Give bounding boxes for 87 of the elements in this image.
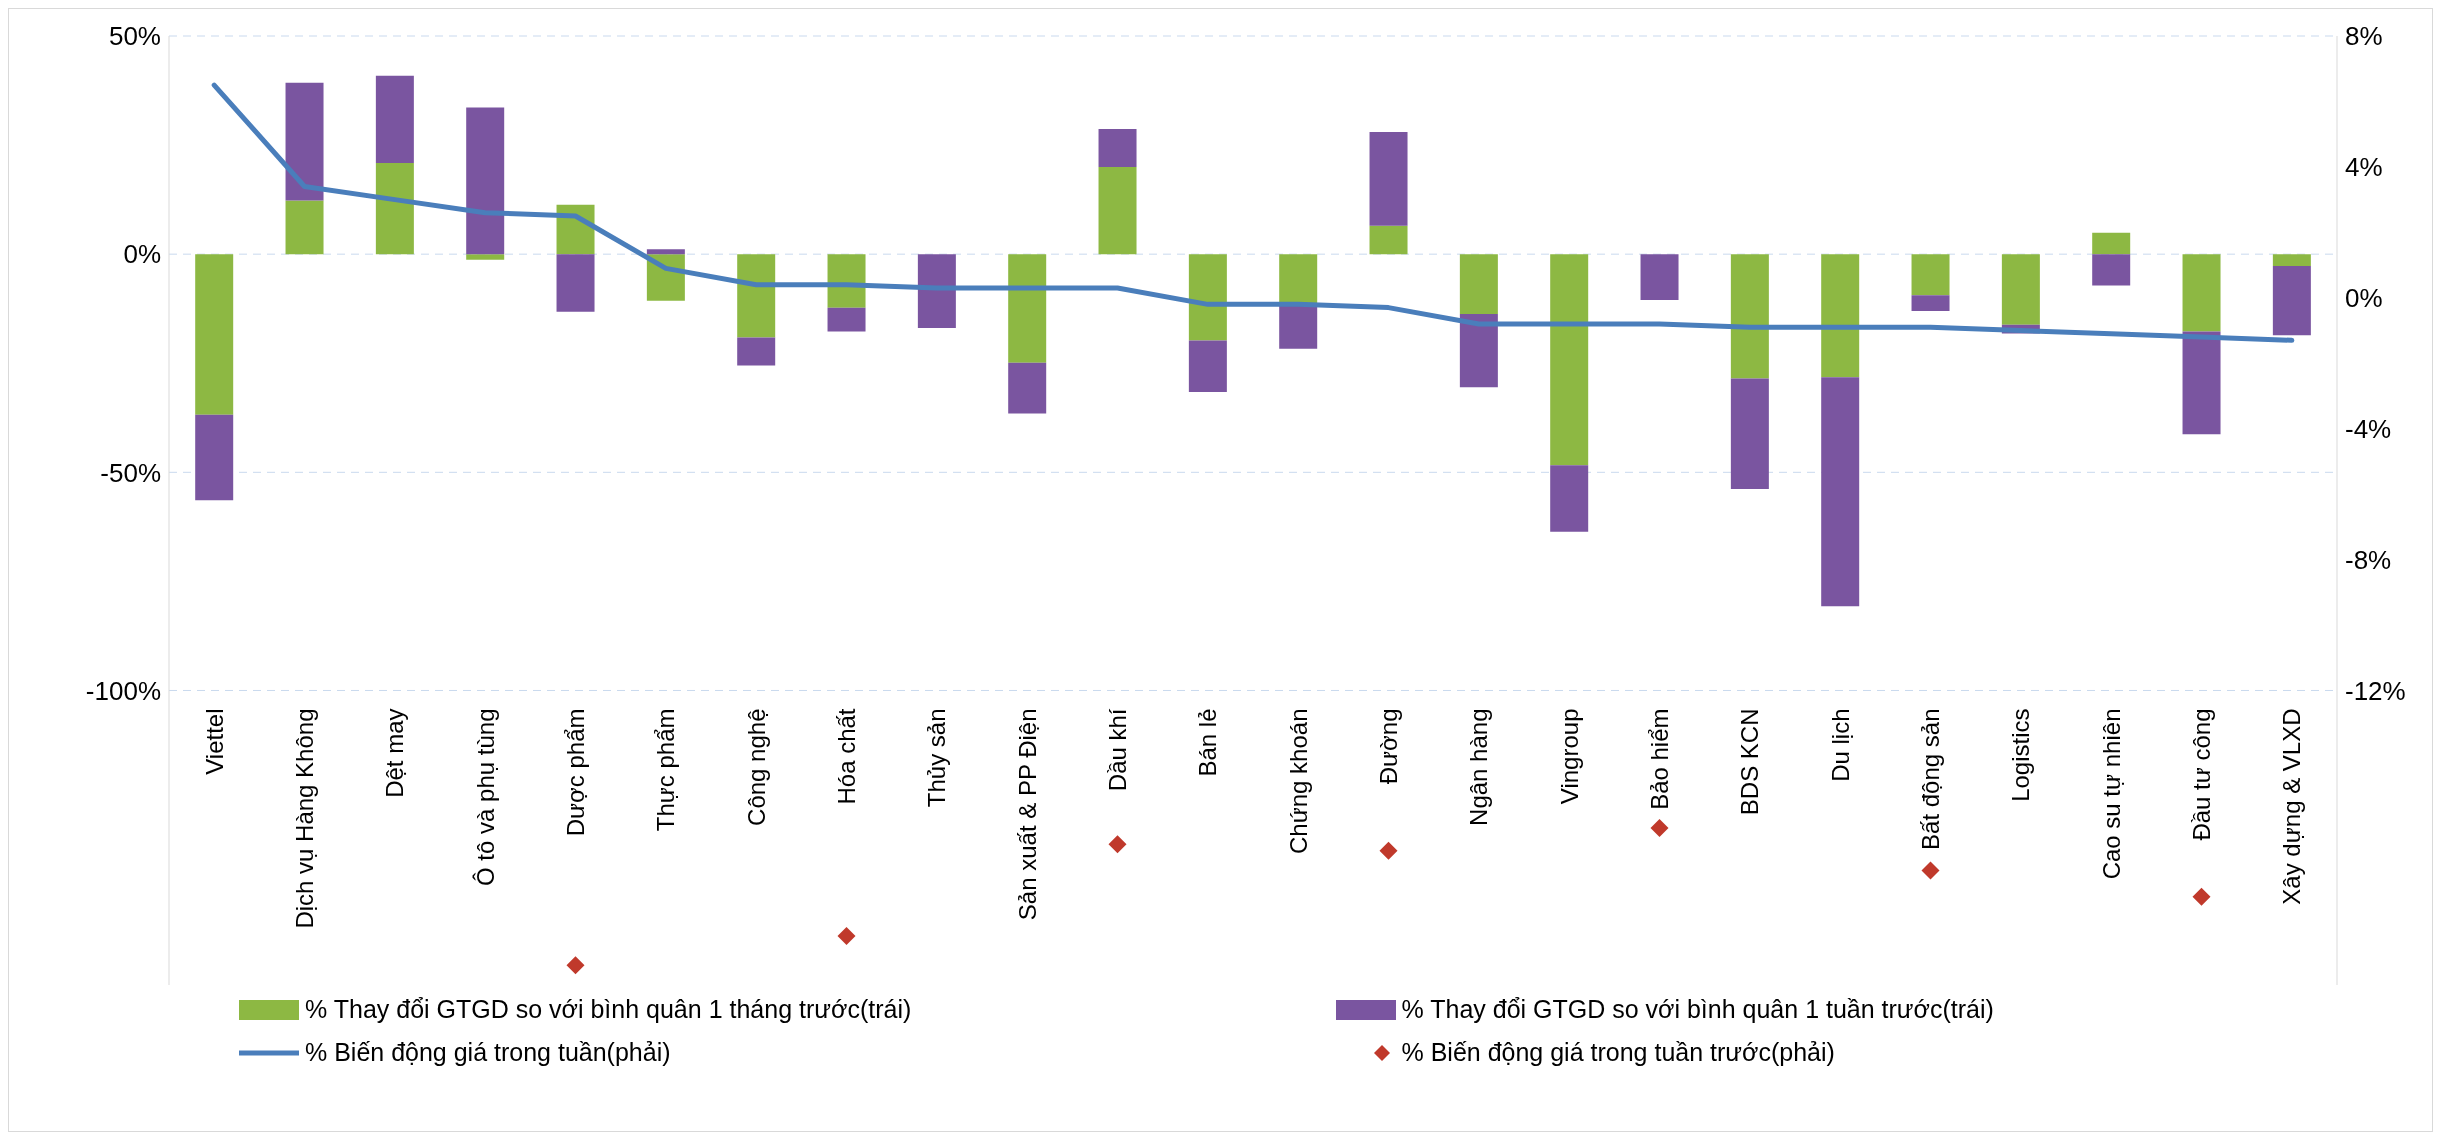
bar [1369, 131, 1408, 226]
bar [466, 107, 505, 255]
bar [1279, 254, 1318, 304]
bar [1821, 254, 1860, 378]
bar [2001, 254, 2040, 325]
bar [1459, 254, 1498, 314]
bar [2092, 232, 2131, 255]
bar [1730, 254, 1769, 379]
x-tick-label: Thực phẩm [652, 708, 680, 832]
legend-label: % Biến động giá trong tuần(phải) [305, 1038, 671, 1067]
bar [285, 200, 324, 255]
bar [827, 307, 866, 332]
x-tick-label: Dịch vụ Hàng Không [291, 708, 318, 929]
legend-label: % Biến động giá trong tuần trước(phải) [1401, 1038, 1835, 1067]
point [837, 926, 856, 945]
bar [2272, 265, 2311, 336]
bar [375, 162, 414, 255]
x-tick-label: BDS KCN [1736, 708, 1764, 816]
bar [195, 414, 234, 501]
bar [466, 254, 505, 260]
bar [1911, 254, 1950, 296]
legend-label: % Thay đổi GTGD so với bình quân 1 tuần trước(trái) [1401, 995, 1994, 1024]
x-tick-label: Hóa chất [833, 708, 860, 805]
point [1921, 861, 1940, 880]
x-tick-label: Bất động sản [1917, 708, 1944, 850]
bar [1550, 254, 1589, 466]
x-tick-label: Chứng khoán [1284, 708, 1312, 854]
bar [1008, 362, 1047, 414]
bar [2182, 254, 2221, 332]
y2-tick-label: 8% [2345, 21, 2383, 52]
bar [646, 249, 685, 255]
legend-label: % Thay đổi GTGD so với bình quân 1 tháng trước(trái) [305, 995, 912, 1024]
bar [195, 254, 234, 415]
point [1108, 835, 1127, 854]
x-tick-label: Ngân hàng [1465, 708, 1493, 826]
bar [1369, 225, 1408, 255]
x-tick-label: Logistics [2007, 708, 2035, 802]
bar [1008, 254, 1047, 363]
bar [2272, 254, 2311, 266]
y-tick-label: 50% [108, 21, 161, 52]
bar [1730, 378, 1769, 489]
x-tick-label: Dầu khí [1104, 708, 1131, 792]
bar [1188, 254, 1227, 341]
x-tick-label: Xây dựng & VLXD [2278, 708, 2306, 905]
x-tick-label: Du lịch [1826, 708, 1854, 782]
y2-tick-label: -8% [2345, 544, 2392, 575]
bar [1459, 313, 1498, 388]
point [566, 956, 585, 975]
bar [1188, 340, 1227, 393]
y-tick-label: -50% [100, 457, 161, 488]
bar [375, 75, 414, 163]
bar [285, 82, 324, 201]
x-tick-label: Vingroup [1555, 708, 1583, 805]
bar [737, 254, 776, 338]
x-tick-label: Cao su tự nhiên [2097, 708, 2125, 880]
bar [2092, 254, 2131, 286]
bar [1640, 254, 1679, 300]
x-tick-label: Đường [1375, 708, 1402, 785]
point [2192, 887, 2211, 906]
bar [556, 254, 595, 312]
bar [1098, 128, 1137, 167]
x-tick-label: Dược phẩm [562, 708, 589, 837]
x-tick-label: Sản xuất & PP Điện [1013, 708, 1041, 921]
y2-tick-label: -4% [2345, 413, 2392, 444]
y2-tick-label: -12% [2345, 675, 2406, 706]
bar [2182, 331, 2221, 435]
x-tick-label: Công nghệ [742, 708, 770, 826]
point [1650, 818, 1669, 837]
x-tick-label: Dệt may [381, 708, 409, 798]
bar [737, 337, 776, 366]
y-tick-label: -100% [85, 675, 161, 706]
bar [1821, 377, 1860, 607]
y-tick-label: 0% [123, 239, 161, 270]
x-tick-label: Viettel [200, 708, 228, 775]
x-tick-label: Bảo hiểm [1646, 708, 1673, 810]
bar [1098, 166, 1137, 255]
point [1379, 841, 1398, 860]
bar [1911, 295, 1950, 311]
y2-tick-label: 0% [2345, 283, 2383, 314]
bar [827, 254, 866, 308]
x-tick-label: Đầu tư công [2188, 708, 2215, 841]
x-tick-label: Thủy sản [923, 708, 951, 808]
x-tick-label: Ô tô và phụ tùng [471, 708, 499, 886]
y2-tick-label: 4% [2345, 152, 2383, 183]
bar [1550, 465, 1589, 532]
x-tick-label: Bán lẻ [1194, 708, 1222, 777]
bar [917, 254, 956, 328]
